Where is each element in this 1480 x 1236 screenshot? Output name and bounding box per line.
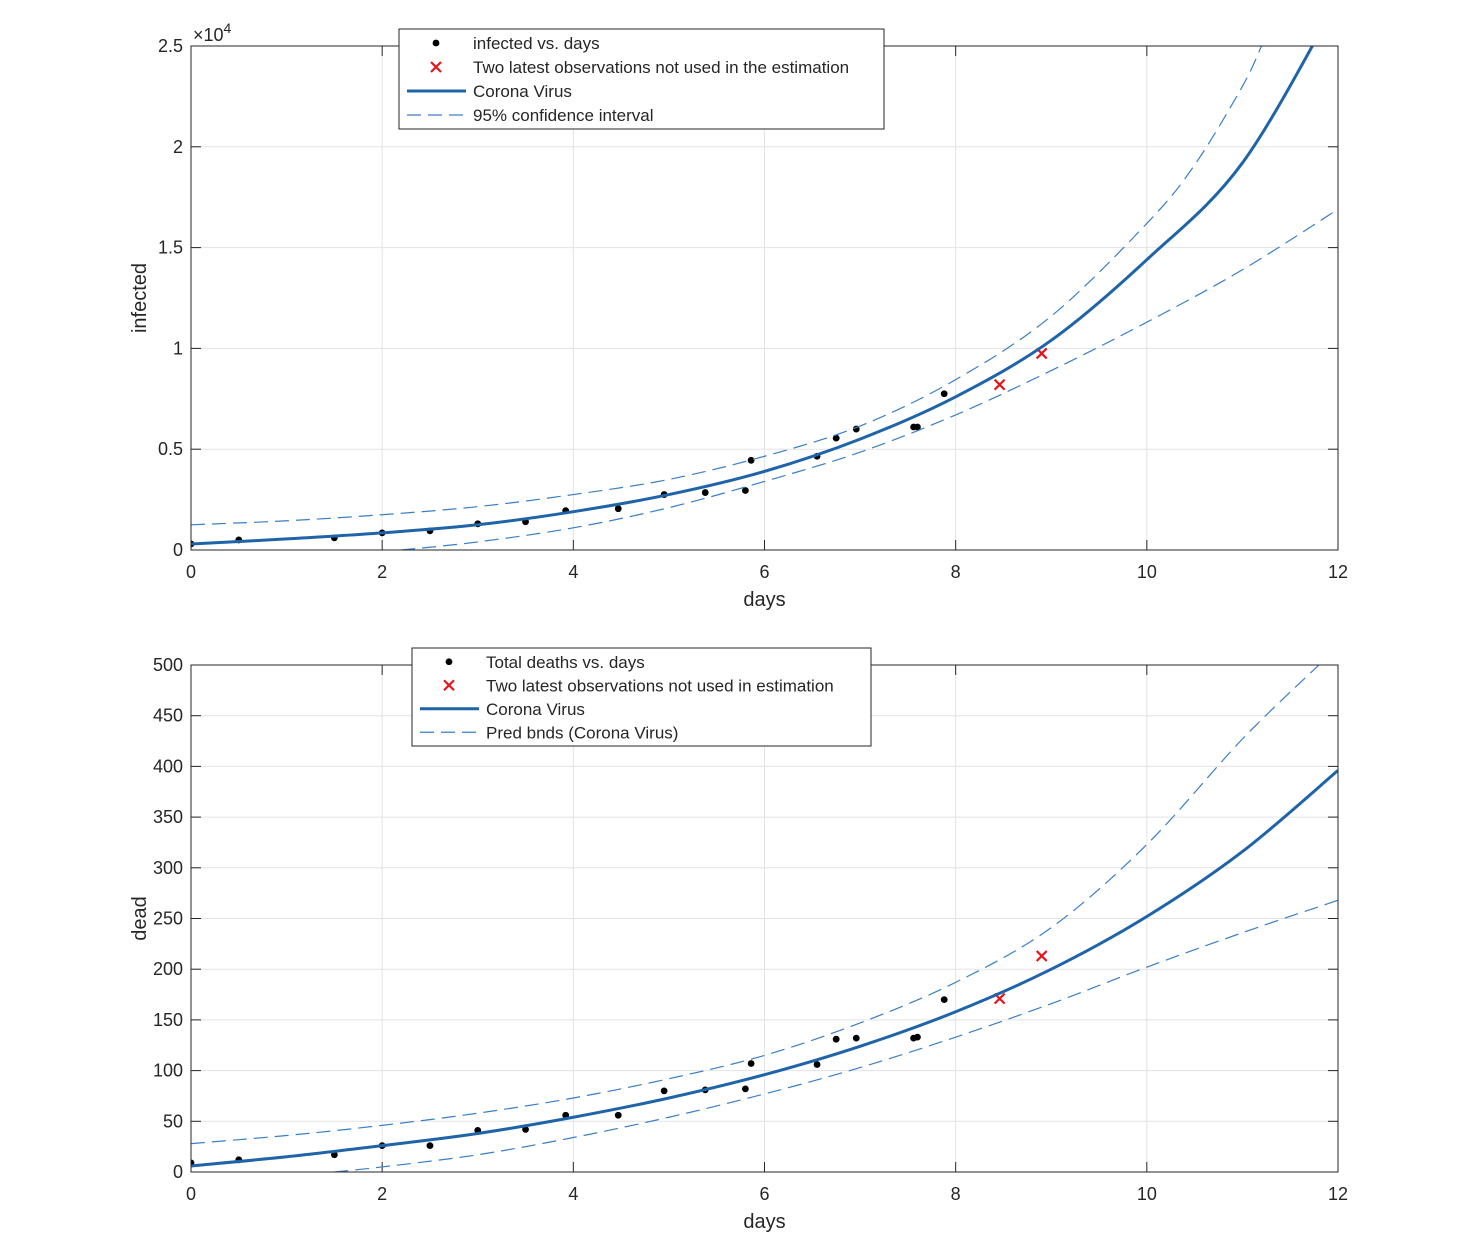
y-tick-label: 0: [173, 1162, 183, 1182]
y-axis-label: infected: [129, 263, 151, 333]
y-tick-label: 0.5: [158, 439, 183, 459]
x-tick-label: 0: [186, 1184, 196, 1204]
data-point: [747, 1060, 755, 1067]
excluded-point: [1035, 950, 1048, 962]
data-point: [747, 456, 755, 464]
data-point: [914, 1033, 921, 1041]
x-tick-label: 4: [568, 1184, 578, 1204]
x-tick-label: 6: [759, 1184, 769, 1204]
x-tick-label: 8: [951, 562, 961, 582]
x-tick-label: 2: [377, 1184, 387, 1204]
data-point: [914, 423, 921, 431]
upper-bound-curve: [191, 665, 1320, 1145]
data-point: [741, 487, 749, 494]
y-tick-label: 300: [153, 858, 183, 878]
legend-label-bounds: 95% confidence interval: [473, 106, 654, 125]
data-point: [852, 1034, 860, 1042]
data-point: [660, 1087, 668, 1095]
data-point: [701, 489, 709, 496]
legend-label-fit: Corona Virus: [486, 700, 585, 719]
legend-point-marker: [432, 39, 440, 47]
legend-box: [411, 647, 872, 747]
y-exponent-power: 4: [224, 20, 232, 36]
fit-curve: [191, 769, 1338, 1168]
y-axis-label: dead: [129, 896, 151, 941]
legend: infected vs. days Two latest observations…: [398, 28, 885, 130]
y-tick-label: 1.5: [158, 238, 183, 258]
y-tick-label: 100: [153, 1061, 183, 1081]
y-tick-label: 500: [153, 655, 183, 675]
infected-chart-panel: 0 2 4 6 8 10 1200.511.522.5×104daysinfectedinf…: [129, 20, 1348, 611]
y-tick-label: 350: [153, 807, 183, 827]
upper-bound-curve: [191, 46, 1263, 526]
plot-series: [191, 665, 1338, 1172]
legend-label-excluded: Two latest observations not used in esti…: [486, 676, 834, 695]
x-tick-label: 6: [759, 562, 769, 582]
x-tick-label: 10: [1137, 562, 1157, 582]
legend: Total deaths vs. days Two latest observat…: [411, 647, 872, 747]
data-point: [940, 996, 948, 1004]
y-tick-label: 250: [153, 909, 183, 929]
legend-label-excluded: Two latest observations not used in the …: [473, 58, 849, 77]
y-tick-label: 2.5: [158, 36, 183, 56]
x-tick-label: 10: [1137, 1184, 1157, 1204]
y-exponent-label: ×104: [193, 20, 232, 45]
y-exponent-base: ×10: [193, 25, 224, 45]
y-tick-label: 1: [173, 338, 183, 358]
legend-cross-marker: [443, 679, 455, 692]
x-tick-label: 12: [1328, 562, 1348, 582]
lower-bound-curve: [334, 899, 1338, 1172]
legend-box: [398, 28, 885, 130]
data-point: [522, 1126, 529, 1133]
legend-label-bounds: Pred bnds (Corona Virus): [486, 723, 678, 742]
legend-point-marker: [445, 658, 453, 666]
y-tick-label: 450: [153, 706, 183, 726]
x-axis-label: days: [743, 1211, 785, 1233]
data-point: [832, 434, 840, 442]
x-tick-label: 2: [377, 562, 387, 582]
data-point: [614, 505, 622, 513]
data-point: [426, 1142, 434, 1150]
y-tick-label: 2: [173, 137, 183, 157]
data-point: [832, 1035, 840, 1043]
data-point: [741, 1085, 749, 1093]
y-tick-label: 150: [153, 1010, 183, 1030]
data-point: [614, 1111, 622, 1119]
fit-curve: [191, 46, 1315, 546]
lower-bound-curve: [401, 208, 1338, 550]
y-tick-label: 400: [153, 756, 183, 776]
plot-series: [191, 46, 1338, 550]
excluded-point: [993, 378, 1006, 391]
legend-label-observed: Total deaths vs. days: [486, 653, 645, 672]
data-point: [813, 1061, 821, 1068]
y-tick-label: 50: [163, 1111, 183, 1131]
x-tick-label: 12: [1328, 1184, 1348, 1204]
data-point: [940, 390, 948, 398]
legend-label-observed: infected vs. days: [473, 34, 600, 53]
legend-label-fit: Corona Virus: [473, 82, 572, 101]
x-axis-label: days: [743, 589, 785, 611]
x-tick-label: 8: [951, 1184, 961, 1204]
y-tick-label: 0: [173, 540, 183, 560]
deaths-chart-panel: 0 2 4 6 8 10 12 0 50 100 150 200 250 300 350 400 450 500 d…: [129, 647, 1348, 1233]
x-tick-label: 4: [568, 562, 578, 582]
y-tick-label: 200: [153, 959, 183, 979]
x-tick-label: 0: [186, 562, 196, 582]
legend-cross-marker: [430, 61, 442, 73]
